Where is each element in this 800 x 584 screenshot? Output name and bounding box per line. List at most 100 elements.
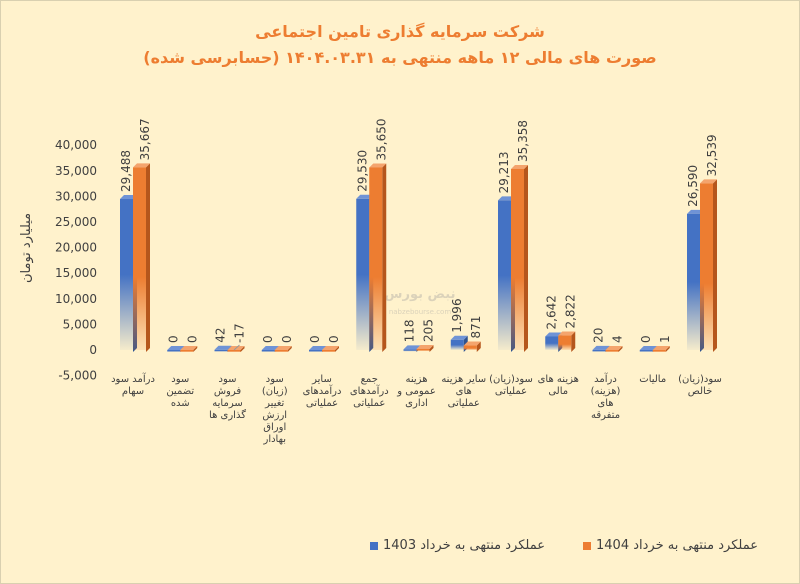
bar-1403 [167,350,181,352]
bar-1404 [180,350,194,352]
x-tick-label: سود فروش سرمایه گذاری ها [209,374,246,421]
bar-1404 [511,168,524,350]
bar-side [382,163,387,352]
data-label: 0 [280,335,294,343]
bar-top [639,346,657,350]
bar-1403 [545,336,559,350]
bar-1404 [558,335,572,350]
data-label: 1 [658,335,672,343]
chart-title: شرکت سرمایه گذاری تامین اجتماعی [255,22,545,41]
bar-1403 [261,350,275,352]
bar-side [287,346,292,352]
bar-top [592,345,610,350]
bar-side [146,163,150,352]
bar-top [133,163,150,168]
bar-side [524,164,528,352]
bar-1403 [450,339,464,350]
svg-text:nabzebourse.com: nabzebourse.com [389,308,452,316]
bar-top [214,345,232,350]
bar-top [274,346,292,350]
legend-swatch-1403 [370,541,378,550]
data-label: 1,996 [450,298,464,332]
y-tick-label: 0 [89,343,97,357]
x-tick-label: سود(زیان)عملیاتی [489,374,533,397]
data-label: 4 [611,335,625,343]
bar-top [180,346,198,350]
bar-1404 [274,350,288,352]
bar-top [498,196,515,201]
data-label: 0 [639,335,653,343]
y-tick-label: 5,000 [63,317,97,331]
bar-side [429,344,434,352]
bar-1403 [403,349,417,352]
watermark-logo: نبض بورس nabzebourse.com [385,287,456,316]
bar-1403 [214,349,228,352]
x-tick-label: درآمد سود سهام [111,374,155,397]
bar-side [713,179,717,352]
bar-1404 [369,167,383,350]
bar-top [322,346,339,350]
bar-top [605,345,623,350]
data-label: 2,642 [544,295,558,329]
x-tick-label: سود (زیان) تغییر ارزش اوراق بهادار [261,374,288,445]
data-label: 42 [214,328,228,343]
data-label: 118 [403,319,417,342]
bar-top [356,194,374,199]
x-tick-label: هزینه های مالی [537,374,579,397]
bar-side [193,346,198,352]
bar-1404 [416,348,430,351]
bar-1403 [592,349,606,352]
bar-1403 [309,350,322,352]
data-label: 0 [327,335,341,343]
bar-top [167,346,185,350]
chart-subtitle: صورت های مالی ۱۲ ماهه منتهی به ۱۴۰۴.۰۳.۳… [143,48,657,67]
data-label: 0 [308,335,322,343]
x-tick-label: جمع درآمدهای عملیاتی [349,374,389,409]
bar-side [665,345,670,352]
bar-side [476,341,481,352]
bar-top [450,335,468,340]
bar-side [335,346,339,352]
bar-top [369,163,387,168]
legend-item-1403: عملکرد منتهی به خرداد 1403 [370,538,545,553]
data-label: 871 [469,316,483,339]
bar-top [652,345,670,350]
data-label: 32,539 [705,134,719,176]
x-tick-label: مالیات [639,374,667,385]
bar-top [700,179,717,184]
data-label: 35,650 [374,118,388,160]
data-label: 205 [422,319,436,342]
x-tick-label: سایر درآمدهای عملیاتی [302,374,342,409]
bar-top [545,332,563,337]
data-label: 20 [592,328,606,343]
y-tick-label: 40,000 [55,138,97,152]
y-tick-label: 20,000 [55,241,97,255]
bar-side [571,331,576,352]
y-tick-label: 15,000 [55,266,97,280]
data-label: 2,822 [563,294,577,328]
x-tick-label: سود تضمین شده [166,374,195,409]
bar-side [240,346,245,353]
bar-1404 [133,167,146,350]
bar-1403 [498,200,511,350]
x-tick-label: هزینه عمومی و اداری [397,374,436,409]
legend-item-1404: عملکرد منتهی به خرداد 1404 [583,538,758,553]
x-tick-label: سود(زیان) خالص [678,374,722,397]
bar-1403 [687,213,700,350]
bar-side [618,345,623,352]
bar-top [511,164,528,169]
data-label: 29,530 [355,150,369,192]
bar-top [120,195,137,200]
data-label: 0 [185,335,199,343]
x-tick-label: سایر هزینه های عملیاتی [441,374,487,409]
bar-top [687,209,704,214]
svg-text:نبض بورس: نبض بورس [385,287,456,302]
y-tick-label: 10,000 [55,292,97,306]
y-tick-label: -5,000 [58,369,97,383]
bar-1404 [227,350,241,352]
bar-top [416,344,434,349]
data-label: 35,358 [516,120,530,162]
data-label: 35,667 [138,118,152,160]
bar-top [558,331,576,336]
bar-top [403,345,421,350]
